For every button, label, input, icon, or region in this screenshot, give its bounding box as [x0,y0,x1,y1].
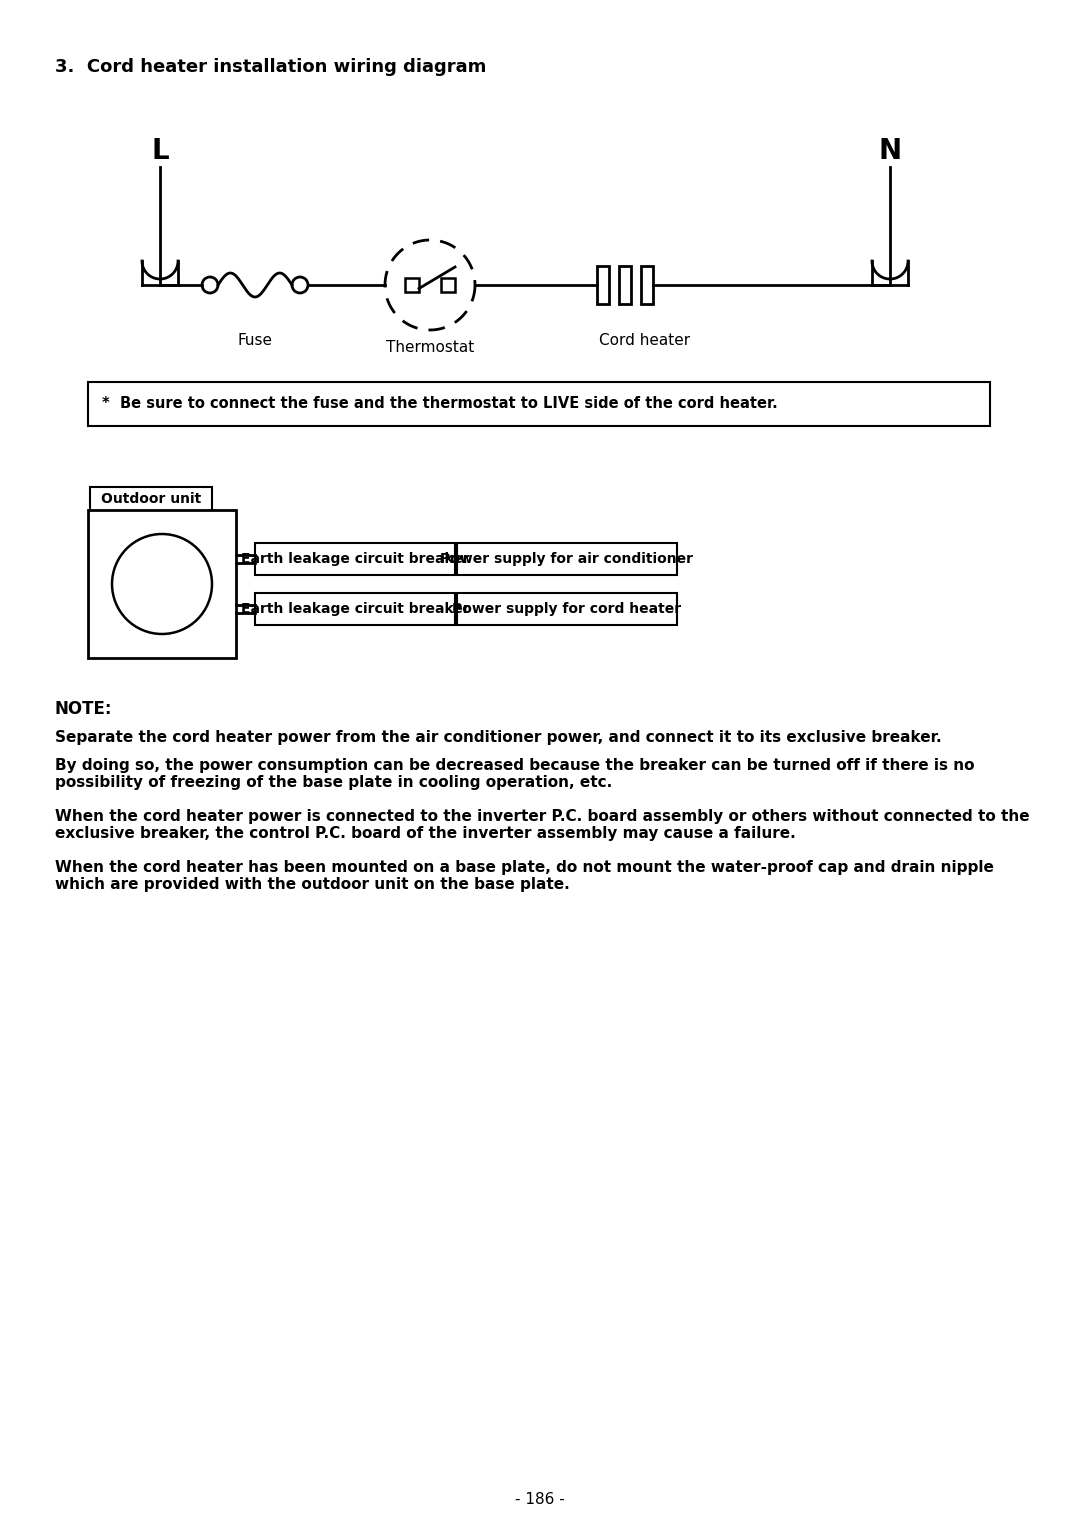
Bar [597,265,609,303]
Text: Outdoor unit: Outdoor unit [100,493,201,506]
Text: When the cord heater has been mounted on a base plate, do not mount the water-pr: When the cord heater has been mounted on… [55,860,994,892]
Text: By doing so, the power consumption can be decreased because the breaker can be t: By doing so, the power consumption can b… [55,758,974,790]
Bar [619,265,631,303]
Bar [87,509,237,657]
Bar [405,278,419,291]
Text: Separate the cord heater power from the air conditioner power, and connect it to: Separate the cord heater power from the … [55,730,942,746]
Bar [441,278,455,291]
Text: N: N [878,137,902,165]
Bar [90,486,212,511]
Bar [457,543,677,575]
Bar [87,381,990,425]
Text: Fuse: Fuse [238,332,272,348]
Text: Earth leakage circuit breaker: Earth leakage circuit breaker [241,602,470,616]
Text: 3.  Cord heater installation wiring diagram: 3. Cord heater installation wiring diagr… [55,58,486,76]
Text: L: L [151,137,168,165]
Text: Cord heater: Cord heater [599,332,690,348]
Text: *  Be sure to connect the fuse and the thermostat to LIVE side of the cord heate: * Be sure to connect the fuse and the th… [102,396,778,412]
Text: Thermostat: Thermostat [386,340,474,355]
Text: - 186 -: - 186 - [515,1491,565,1507]
Text: Power supply for cord heater: Power supply for cord heater [453,602,681,616]
Bar [255,543,455,575]
Text: NOTE:: NOTE: [55,700,112,718]
Text: Power supply for air conditioner: Power supply for air conditioner [441,552,693,566]
Bar [457,593,677,625]
Bar [642,265,653,303]
Bar [255,593,455,625]
Text: When the cord heater power is connected to the inverter P.C. board assembly or o: When the cord heater power is connected … [55,808,1029,842]
Text: Earth leakage circuit breaker: Earth leakage circuit breaker [241,552,470,566]
